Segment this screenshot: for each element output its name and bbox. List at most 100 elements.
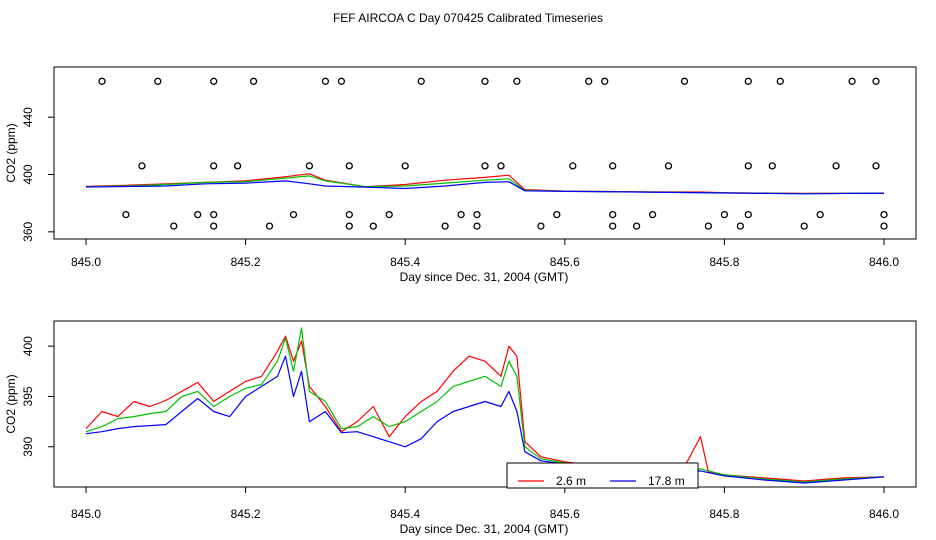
x-tick-label: 845.0 — [71, 255, 101, 269]
x-tick-label: 845.2 — [231, 255, 261, 269]
cal-point — [481, 162, 489, 170]
cal-point — [720, 210, 729, 219]
x-tick-label: 845.8 — [709, 255, 739, 269]
cal-point — [776, 77, 784, 85]
series-green-line — [85, 175, 885, 195]
x-tick-label: 846.0 — [869, 507, 899, 521]
y-tick-label: 390 — [21, 436, 35, 456]
cal-point — [473, 210, 481, 219]
cal-point — [872, 162, 880, 170]
x-tick-label: 846.0 — [869, 255, 899, 269]
series-2-6-m-line — [85, 335, 885, 482]
cal-point — [265, 222, 274, 230]
cal-point — [210, 162, 218, 170]
top-y-axis: 360 400 440 — [21, 107, 54, 242]
cal-point — [481, 77, 489, 85]
cal-point — [704, 222, 713, 230]
cal-point — [609, 162, 617, 170]
series-17-8-m-line — [85, 180, 885, 195]
cal-point — [497, 162, 505, 170]
x-tick-label: 845.8 — [709, 507, 739, 521]
cal-point — [736, 222, 745, 230]
cal-point — [601, 77, 609, 85]
cal-point — [744, 77, 752, 85]
cal-point — [194, 210, 202, 219]
cal-point — [744, 162, 752, 170]
cal-point — [609, 222, 617, 230]
cal-point — [369, 222, 377, 230]
cal-point — [632, 222, 641, 230]
y-tick-label: 400 — [21, 336, 35, 356]
bottom-y-axis-label: CO2 (ppm) — [4, 374, 18, 433]
top-cal-points-group — [98, 77, 888, 230]
cal-point — [305, 162, 314, 170]
cal-point — [457, 210, 465, 219]
cal-point — [648, 210, 657, 219]
x-tick-label: 845.6 — [550, 255, 580, 269]
top-x-axis-label: Day since Dec. 31, 2004 (GMT) — [400, 270, 569, 284]
legend-label-17-8m: 17.8 m — [648, 474, 685, 488]
cal-point — [98, 77, 106, 85]
legend: 2.6 m 17.8 m — [506, 462, 699, 489]
bottom-x-axis: 845.0 845.2 845.4 845.6 845.8 846.0 — [71, 487, 899, 521]
cal-point — [441, 222, 449, 230]
cal-point — [417, 77, 425, 85]
cal-point — [513, 77, 521, 85]
cal-point — [401, 162, 409, 170]
top-plot-frame — [53, 66, 917, 240]
cal-point — [473, 222, 481, 230]
bottom-y-axis: 390 395 400 — [21, 336, 54, 457]
cal-point — [345, 222, 353, 230]
top-x-axis: 845.0 845.2 845.4 845.6 845.8 846.0 — [71, 239, 899, 269]
cal-point — [210, 77, 218, 85]
cal-point — [154, 77, 162, 85]
cal-point — [800, 222, 808, 230]
cal-point — [880, 210, 888, 219]
cal-point — [170, 222, 178, 230]
x-tick-label: 845.2 — [231, 507, 261, 521]
cal-point — [768, 162, 776, 170]
cal-point — [321, 77, 330, 85]
bottom-panel: 390 395 400 845.0 845.2 845.4 845.6 845.8 846.0… — [4, 320, 917, 536]
y-tick-label: 440 — [21, 107, 35, 127]
top-y-axis-label: CO2 (ppm) — [4, 123, 18, 182]
bottom-plot-frame — [53, 320, 917, 488]
y-tick-label: 360 — [21, 222, 35, 242]
cal-point — [880, 222, 888, 230]
y-tick-label: 395 — [21, 386, 35, 406]
cal-point — [744, 210, 752, 219]
cal-point — [345, 210, 353, 219]
legend-label-2-6m: 2.6 m — [556, 474, 586, 488]
bottom-x-axis-label: Day since Dec. 31, 2004 (GMT) — [400, 522, 569, 536]
x-tick-label: 845.0 — [71, 507, 101, 521]
legend-box — [506, 462, 699, 489]
cal-point — [664, 162, 673, 170]
figure-title: FEF AIRCOA C Day 070425 Calibrated Times… — [333, 11, 603, 25]
top-panel: 360 400 440 845.0 845.2 845.4 845.6 845.8 846.0… — [4, 66, 917, 284]
cal-point — [832, 162, 840, 170]
cal-point — [122, 210, 130, 219]
cal-point — [585, 77, 593, 85]
cal-point — [337, 77, 346, 85]
cal-point — [345, 162, 353, 170]
x-tick-label: 845.6 — [550, 507, 580, 521]
x-tick-label: 845.4 — [390, 255, 420, 269]
cal-point — [872, 77, 880, 85]
cal-point — [848, 77, 856, 85]
top-series-group — [85, 173, 885, 195]
bottom-series-group — [85, 327, 885, 484]
y-tick-label: 400 — [21, 164, 35, 184]
cal-point — [249, 77, 258, 85]
cal-point — [210, 210, 218, 219]
cal-point — [138, 162, 146, 170]
cal-point — [816, 210, 824, 219]
cal-point — [385, 210, 393, 219]
cal-point — [210, 222, 218, 230]
cal-point — [553, 210, 561, 219]
cal-point — [537, 222, 545, 230]
cal-point — [289, 210, 298, 219]
cal-point — [233, 162, 242, 170]
cal-point — [680, 77, 689, 85]
cal-point — [609, 210, 617, 219]
